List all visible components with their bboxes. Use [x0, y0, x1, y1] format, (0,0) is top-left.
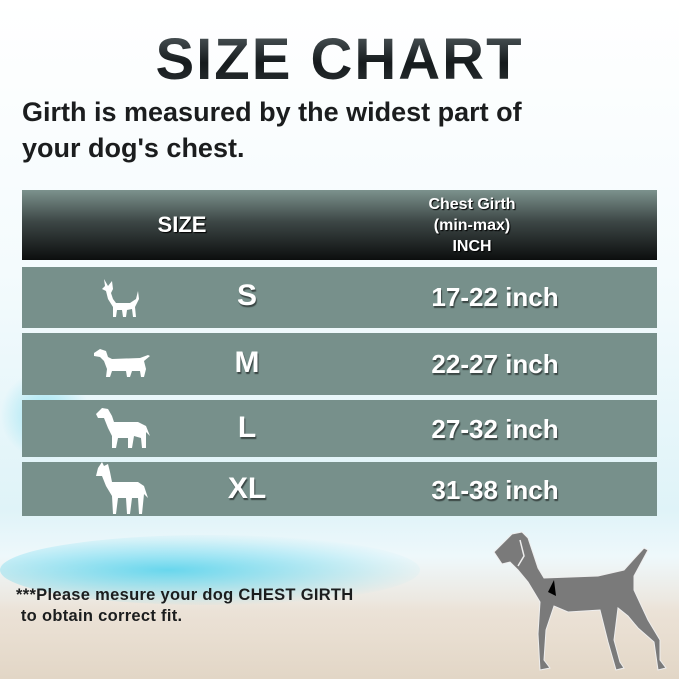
table-row: S 17-22 inch	[22, 267, 657, 328]
background-sand	[0, 600, 679, 679]
header-line: INCH	[452, 238, 492, 255]
great-dane-icon	[96, 462, 148, 514]
subtitle: Girth is measured by the widest part of …	[22, 94, 662, 166]
header-size: SIZE	[157, 212, 207, 237]
chihuahua-icon	[102, 279, 139, 317]
header-chest-girth: Chest Girth (min-max) INCH	[382, 194, 562, 257]
girth-value: 22-27 inch	[431, 349, 559, 379]
pointer-dog-measure-illustration	[493, 531, 667, 671]
measure-note: ***Please mesure your dog CHEST GIRTH to…	[16, 585, 486, 627]
table-row: XL 31-38 inch	[22, 462, 657, 516]
girth-value: 17-22 inch	[431, 282, 559, 312]
size-label: S	[236, 279, 257, 312]
subtitle-line: Girth is measured by the widest part of	[22, 97, 522, 127]
size-label: L	[237, 411, 257, 444]
header-line: (min-max)	[433, 217, 511, 234]
labrador-icon	[96, 408, 150, 448]
table-row: L 27-32 inch	[22, 400, 657, 457]
note-line: ***Please mesure your dog CHEST GIRTH	[16, 586, 354, 604]
size-label: XL	[227, 472, 267, 505]
size-label: M	[234, 346, 260, 379]
size-table: SIZE Chest Girth (min-max) INCH S 17-22 …	[22, 190, 657, 516]
background-water	[0, 535, 420, 605]
page-title: SIZE CHART	[0, 26, 679, 93]
girth-value: 31-38 inch	[431, 475, 559, 505]
subtitle-line: your dog's chest.	[22, 133, 245, 163]
header-line: Chest Girth	[428, 196, 516, 213]
note-line: to obtain correct fit.	[16, 607, 183, 625]
table-row: M 22-27 inch	[22, 333, 657, 395]
table-header: SIZE Chest Girth (min-max) INCH	[22, 190, 657, 260]
dachshund-icon	[94, 349, 150, 377]
girth-value: 27-32 inch	[431, 414, 559, 444]
